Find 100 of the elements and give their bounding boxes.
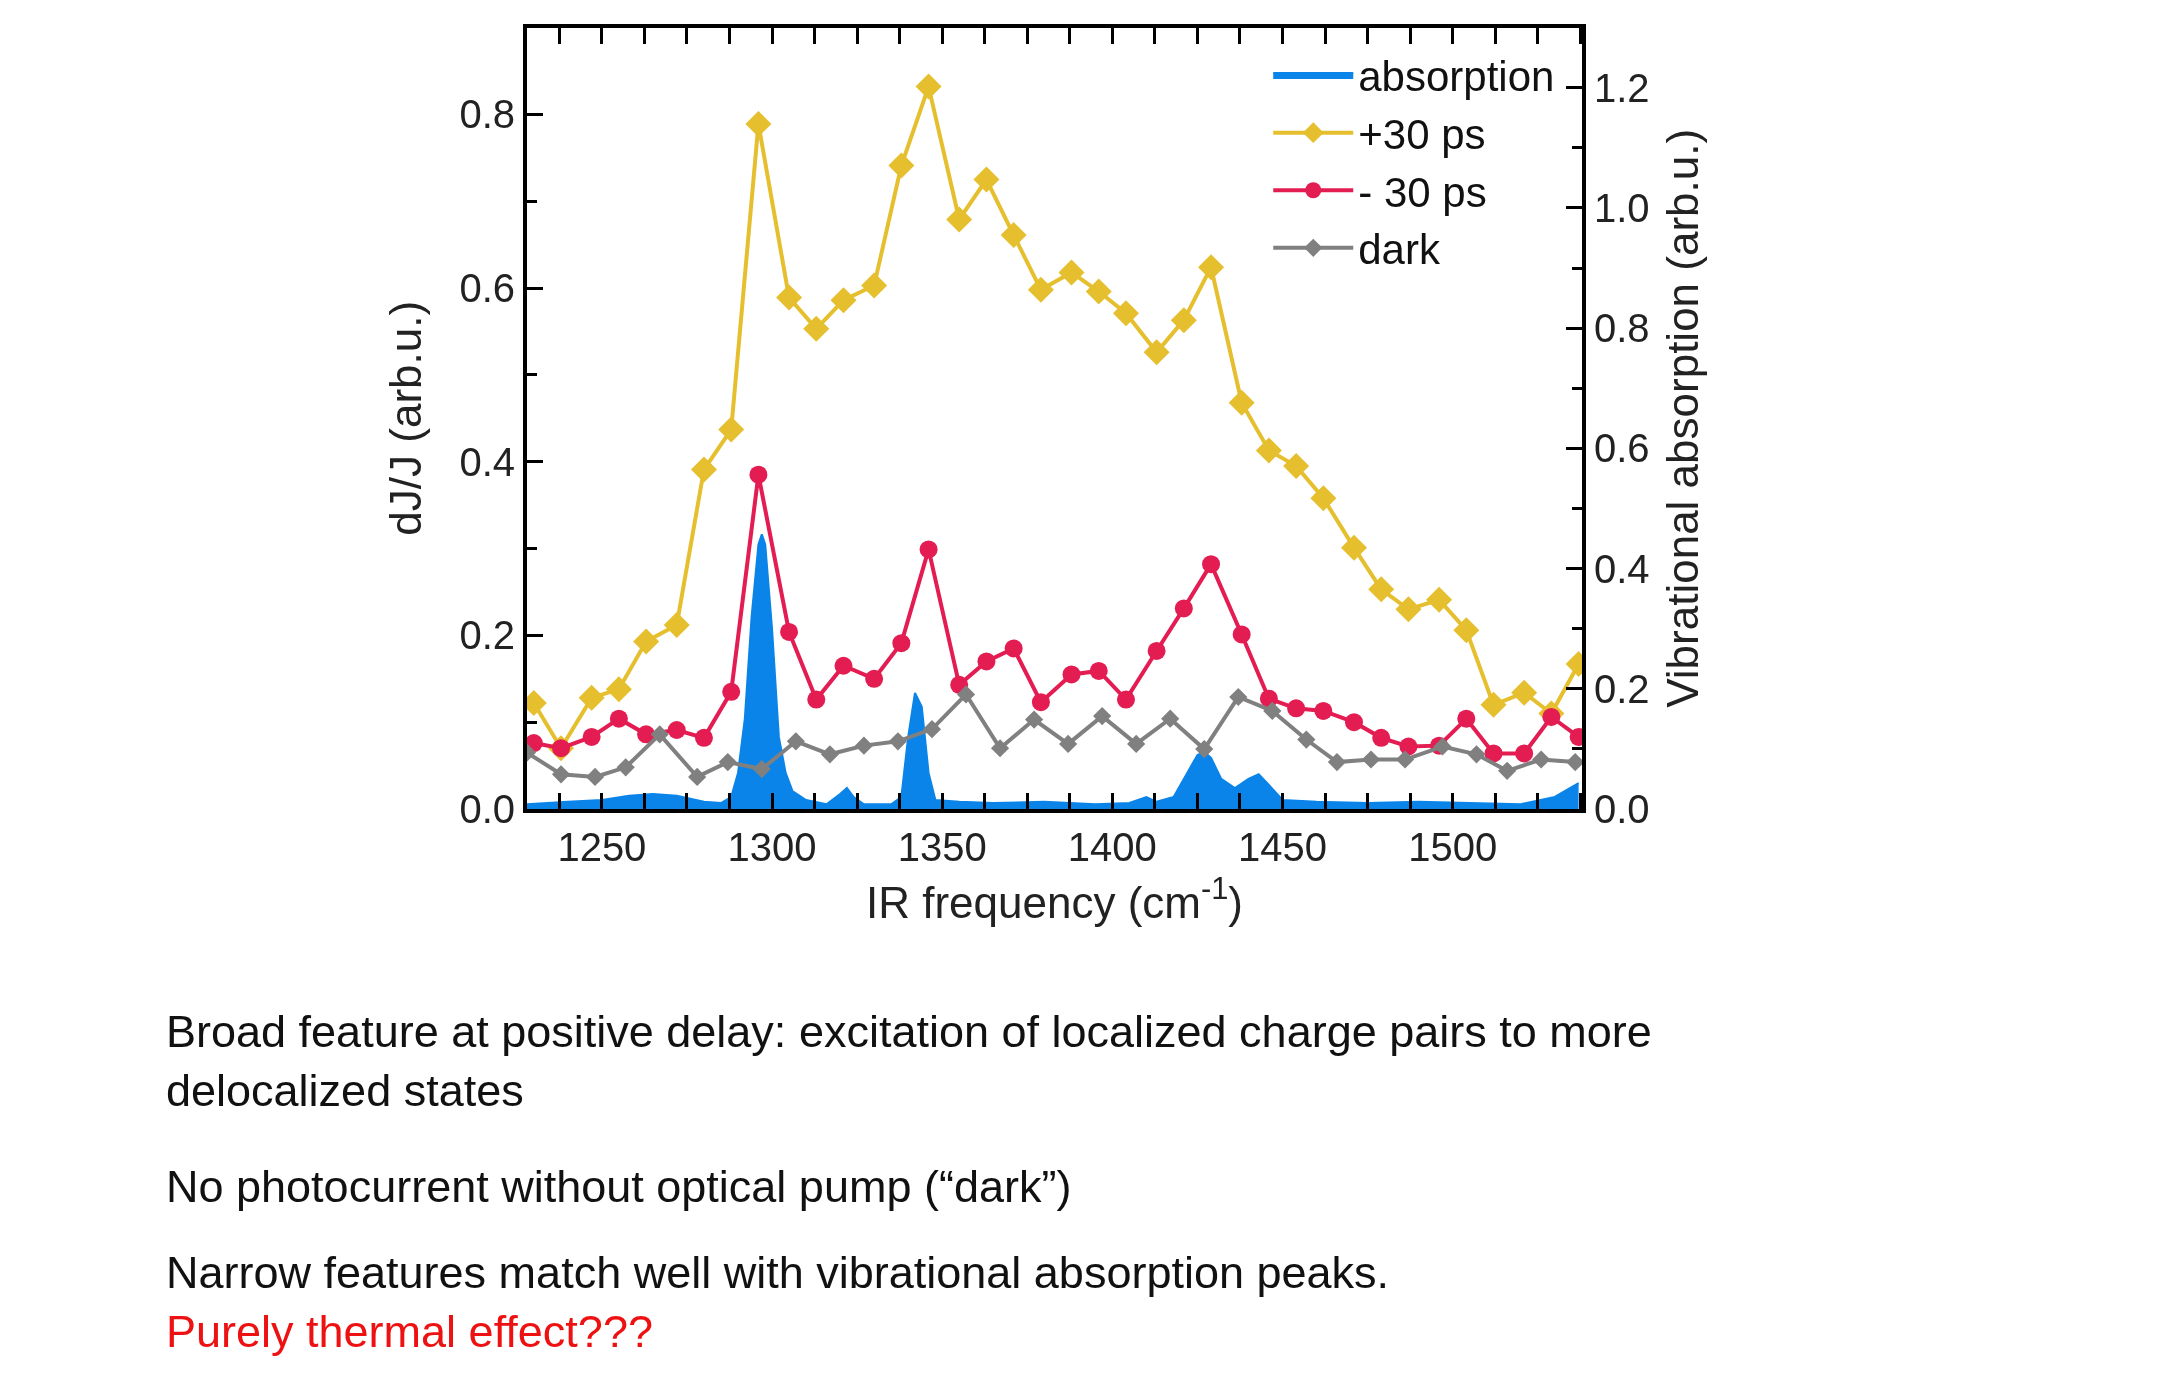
point (1089, 661, 1108, 680)
point (854, 736, 874, 755)
point (749, 465, 768, 484)
point (977, 652, 996, 671)
point (1127, 734, 1146, 753)
point (1112, 300, 1139, 327)
point (616, 758, 635, 777)
point (861, 272, 888, 299)
y2-tick-label: 0.8 (1594, 306, 1650, 351)
y2-tick-label: 0.2 (1594, 666, 1650, 711)
point (690, 456, 717, 483)
point (633, 628, 660, 655)
point (1511, 679, 1538, 706)
point (830, 287, 857, 314)
y2-axis-title: Vibrational absorption (arb.u.) (1658, 128, 1708, 708)
point (1297, 730, 1316, 749)
y-tick-label: 0.4 (459, 439, 515, 484)
point (605, 676, 632, 703)
point (722, 682, 741, 701)
point (1116, 690, 1135, 709)
point (1453, 617, 1480, 644)
text: No photocurrent without optical pump (“dark”) (166, 1161, 1072, 1212)
y2-tick-label: 1.2 (1594, 65, 1650, 110)
point (1024, 710, 1044, 729)
text: Narrow features match well with vibrational absorption peaks. (166, 1247, 1390, 1298)
point (578, 684, 605, 711)
point (1004, 639, 1023, 658)
point (1143, 339, 1170, 366)
point (820, 745, 839, 764)
point (1327, 753, 1347, 772)
point (1532, 750, 1551, 769)
point (776, 284, 803, 311)
point (585, 767, 605, 786)
point (892, 634, 911, 653)
point (582, 727, 601, 746)
point (663, 611, 690, 638)
point (1287, 699, 1306, 718)
point (865, 669, 884, 688)
point (1174, 599, 1193, 618)
point (1059, 734, 1078, 753)
point (1399, 737, 1418, 756)
point (1314, 701, 1333, 720)
point (803, 315, 830, 342)
point (1457, 709, 1476, 728)
point (1202, 555, 1221, 574)
point (551, 765, 571, 784)
point (1027, 276, 1054, 303)
y2-tick-label: 1.0 (1594, 185, 1650, 230)
point (1228, 389, 1255, 416)
point (1161, 709, 1180, 728)
point (946, 206, 973, 233)
point (1058, 259, 1085, 286)
point (915, 73, 942, 100)
point (919, 540, 938, 559)
y-tick-label: 0.8 (459, 92, 515, 137)
point (1195, 740, 1214, 759)
point (807, 690, 826, 709)
y2-tick-label: 0.0 (1594, 787, 1650, 832)
point (1229, 687, 1248, 707)
point (1031, 693, 1050, 712)
point (650, 725, 669, 744)
point (718, 753, 737, 772)
legend-label: dark (1358, 226, 1441, 274)
point (1368, 576, 1395, 603)
point (1426, 586, 1453, 613)
point (694, 728, 713, 747)
x-tick-label: 1400 (1067, 825, 1157, 870)
text: Broad feature at positive delay: excitation of localized charge pairs to more delocalized states (166, 1006, 1652, 1116)
point (1170, 307, 1197, 334)
text: Purely thermal effect??? (166, 1306, 653, 1357)
point (1232, 625, 1251, 644)
point (1498, 761, 1517, 780)
point (688, 767, 707, 786)
y-tick-label: 0.0 (459, 787, 515, 832)
x-tick-label: 1350 (897, 825, 987, 870)
point (1361, 750, 1381, 769)
point (745, 110, 772, 137)
point (1515, 744, 1534, 763)
point (1467, 745, 1486, 764)
point (1255, 437, 1282, 464)
y-tick-label: 0.2 (459, 613, 515, 658)
y-axis-title: dJ/J (arb.u.) (380, 300, 430, 536)
point (1198, 254, 1225, 281)
point (1062, 665, 1081, 684)
x-tick-label: 1300 (727, 825, 817, 870)
point (1000, 222, 1027, 249)
point (973, 166, 1000, 193)
point (1395, 596, 1422, 623)
y2-tick-label: 0.4 (1594, 546, 1650, 591)
point (609, 709, 628, 728)
legend-label: absorption (1358, 53, 1555, 101)
point (888, 152, 915, 179)
point (922, 720, 942, 739)
point (990, 739, 1010, 758)
x-tick-label: 1450 (1238, 825, 1328, 870)
point (786, 732, 805, 751)
point (956, 685, 976, 704)
point (1147, 641, 1166, 660)
point (1344, 713, 1363, 732)
y-tick-label: 0.6 (459, 266, 515, 311)
